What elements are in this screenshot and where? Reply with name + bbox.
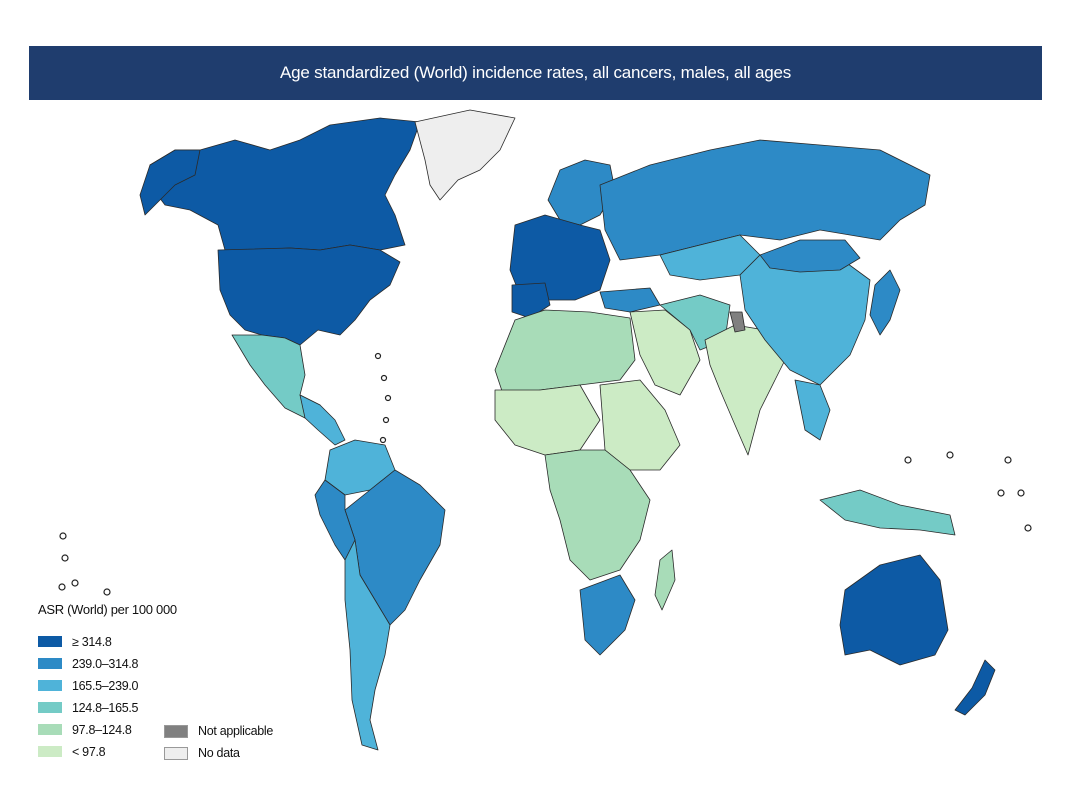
region-mongolia — [759, 239, 861, 273]
legend-swatch — [164, 724, 188, 738]
legend-label: Not applicable — [198, 724, 274, 738]
legend-item: 97.8–124.8 — [38, 722, 132, 737]
legend-item: 124.8–165.5 — [38, 700, 139, 715]
region-west-africa — [494, 384, 601, 456]
region-southern-africa — [579, 574, 636, 656]
region-central-america — [299, 394, 346, 446]
island-marker — [384, 394, 392, 402]
island-marker — [1017, 489, 1025, 497]
region-india — [704, 324, 791, 456]
island-marker — [61, 554, 69, 562]
legend-item: 239.0–314.8 — [38, 656, 139, 671]
legend-item: < 97.8 — [38, 744, 106, 759]
legend-label: ≥ 314.8 — [72, 634, 112, 649]
legend-label: 97.8–124.8 — [72, 722, 132, 737]
region-alaska — [139, 149, 201, 216]
region-usa — [217, 244, 401, 346]
region-central-africa — [544, 449, 651, 581]
island-marker — [58, 583, 66, 591]
legend-swatch — [38, 724, 62, 735]
legend-title: ASR (World) per 100 000 — [38, 602, 177, 617]
region-russia — [599, 139, 931, 261]
legend-swatch — [164, 746, 188, 760]
island-marker — [374, 352, 382, 360]
legend-swatch — [38, 636, 62, 647]
region-argentina-chile — [344, 539, 391, 751]
island-marker — [997, 489, 1005, 497]
island-marker — [904, 456, 912, 464]
region-indonesia — [819, 489, 956, 536]
region-kashmir — [729, 311, 746, 333]
legend-label: 239.0–314.8 — [72, 656, 139, 671]
island-marker — [382, 416, 390, 424]
legend-swatch — [38, 746, 62, 757]
legend-label: < 97.8 — [72, 744, 106, 759]
region-greenland — [414, 109, 516, 201]
region-arabia — [629, 309, 701, 396]
island-marker — [1024, 524, 1032, 532]
legend-label: 124.8–165.5 — [72, 700, 139, 715]
region-madagascar — [654, 549, 676, 611]
legend-no-data: No data — [164, 746, 240, 760]
legend-label: No data — [198, 746, 240, 760]
region-turkey-middle-east — [599, 287, 661, 313]
region-canada — [149, 117, 421, 251]
island-marker — [379, 436, 387, 444]
legend-swatch — [38, 658, 62, 669]
region-japan-korea — [869, 269, 901, 336]
island-marker — [59, 532, 67, 540]
island-marker — [71, 579, 79, 587]
legend-swatch — [38, 702, 62, 713]
legend-item: ≥ 314.8 — [38, 634, 112, 649]
island-marker — [946, 451, 954, 459]
region-new-zealand — [954, 659, 996, 716]
region-southeast-asia — [794, 379, 831, 441]
island-marker — [1004, 456, 1012, 464]
island-marker — [103, 588, 111, 596]
map-title: Age standardized (World) incidence rates… — [29, 46, 1042, 100]
region-australia — [839, 554, 949, 666]
legend-not-applicable: Not applicable — [164, 724, 273, 738]
legend-item: 165.5–239.0 — [38, 678, 139, 693]
island-marker — [380, 374, 388, 382]
legend-label: 165.5–239.0 — [72, 678, 139, 693]
legend-swatch — [38, 680, 62, 691]
